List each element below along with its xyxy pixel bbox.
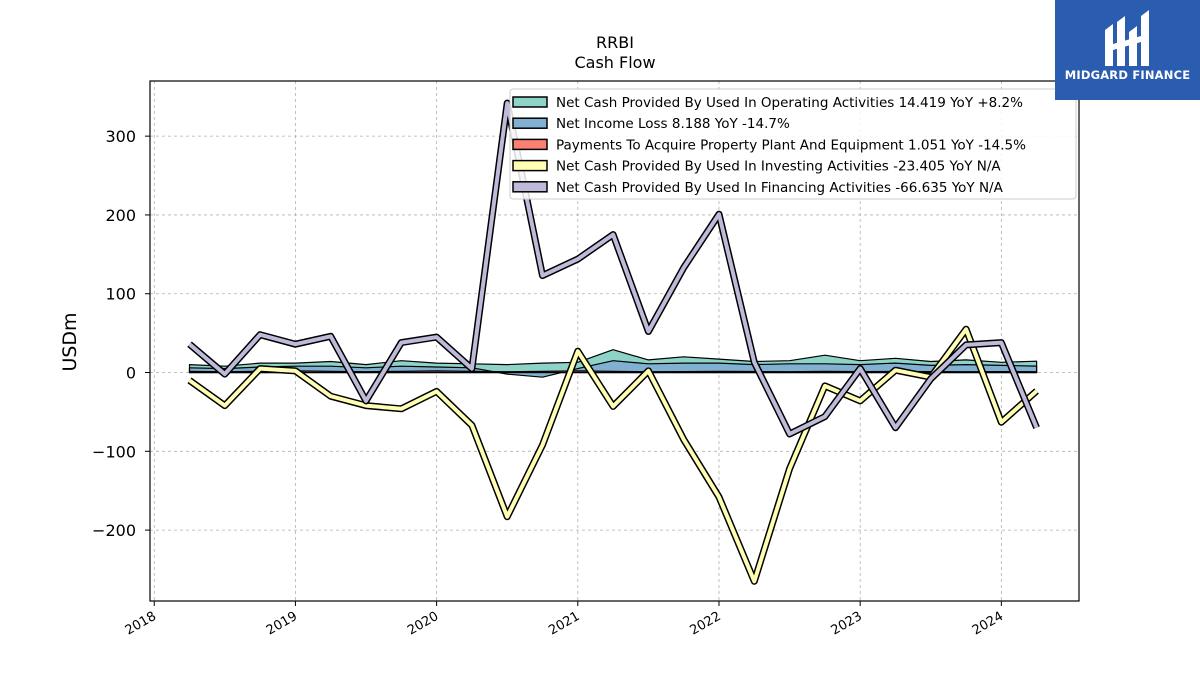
axes-frame — [149, 80, 1080, 602]
legend-entry-label: Net Cash Provided By Used In Investing A… — [556, 159, 1001, 175]
logo-text: MIDGARD FINANCE — [1064, 68, 1191, 82]
x-tick-label: 2024 — [970, 609, 1006, 639]
chart-title: RRBI — [596, 33, 634, 52]
legend-swatch — [512, 181, 548, 193]
y-axis: −200 −100 0 100 200 300 — [92, 127, 150, 540]
legend-entry-label: Net Cash Provided By Used In Operating A… — [556, 95, 1023, 111]
legend-box — [509, 88, 1077, 200]
y-tick-label: 300 — [105, 127, 136, 146]
x-tick-label: 2019 — [264, 609, 300, 639]
y-tick-label: 100 — [105, 285, 136, 304]
y-tick-label: −200 — [92, 521, 136, 540]
x-tick-label: 2022 — [687, 609, 723, 639]
y-axis-label: USDm — [59, 312, 81, 371]
logo-mark-icon — [1105, 10, 1149, 66]
legend: Net Cash Provided By Used In Operating A… — [509, 88, 1077, 200]
legend-swatch — [512, 117, 548, 129]
chart-subtitle: Cash Flow — [574, 53, 655, 72]
net-cash-provided-by-used-in-investing-activities-line — [188, 327, 1038, 584]
legend-entry-label: Net Income Loss 8.188 YoY -14.7% — [556, 116, 790, 132]
legend-swatch — [512, 159, 548, 172]
legend-entry-label: Payments To Acquire Property Plant And E… — [556, 137, 1026, 153]
x-tick-label: 2018 — [123, 609, 159, 639]
payments-to-acquire-property-plant-and-equipment-area — [188, 370, 1038, 374]
x-tick-label: 2021 — [546, 609, 582, 639]
legend-swatch — [512, 138, 548, 151]
y-tick-label: 0 — [126, 364, 136, 383]
plot-area — [187, 99, 1040, 585]
x-tick-label: 2023 — [829, 609, 865, 639]
y-tick-label: 200 — [105, 206, 136, 225]
midgard-finance-logo: MIDGARD FINANCE — [1055, 0, 1200, 100]
legend-swatch — [512, 96, 548, 108]
x-tick-label: 2020 — [405, 609, 441, 639]
legend-entry-label: Net Cash Provided By Used In Financing A… — [556, 180, 1004, 196]
y-tick-label: −100 — [92, 442, 136, 461]
net-cash-provided-by-used-in-financing-activities-line — [188, 101, 1039, 436]
x-axis: 2018 2019 2020 2021 2022 2023 2024 — [123, 601, 1006, 638]
